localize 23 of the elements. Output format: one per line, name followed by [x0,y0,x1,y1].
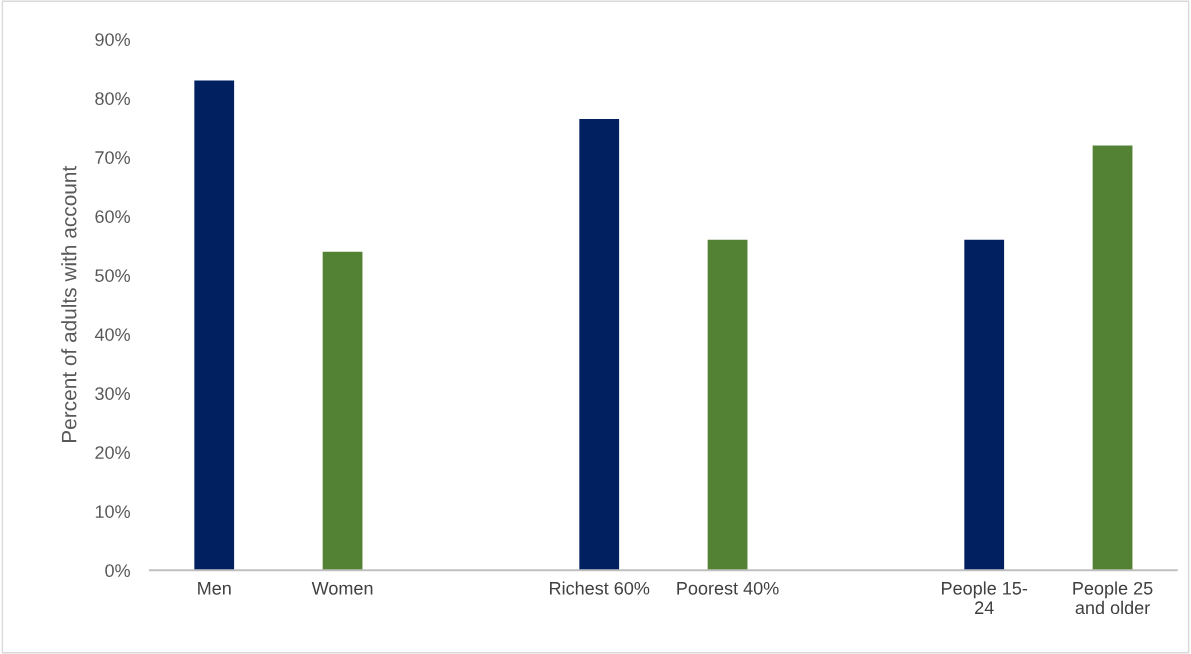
y-tick-label: 60% [95,210,130,223]
bar [579,118,620,571]
x-tick-label: People 15- 24 [942,581,1028,614]
y-tick-label: 50% [95,269,130,282]
y-tick-label: 20% [95,446,130,459]
y-tick-label: 10% [95,505,130,518]
y-tick-label: 90% [95,33,130,46]
y-tick-label: 80% [95,92,130,105]
y-tick-label: 30% [95,387,130,400]
bar [707,239,748,571]
bar [964,239,1005,571]
bar [194,80,235,571]
y-tick-label: 40% [94,328,130,341]
x-tick-label: Men [198,582,231,595]
bar [322,251,363,571]
y-tick-label: 0% [105,564,130,578]
x-tick-label: Women [311,582,373,595]
y-axis-title: Percent of adults with account [61,165,77,443]
y-tick-label: 70% [95,151,130,164]
x-tick-label: People 25 and older [1073,581,1153,615]
x-tick-label: Poorest 40% [677,581,779,595]
bar [1092,145,1133,571]
x-tick-label: Richest 60% [550,581,650,595]
